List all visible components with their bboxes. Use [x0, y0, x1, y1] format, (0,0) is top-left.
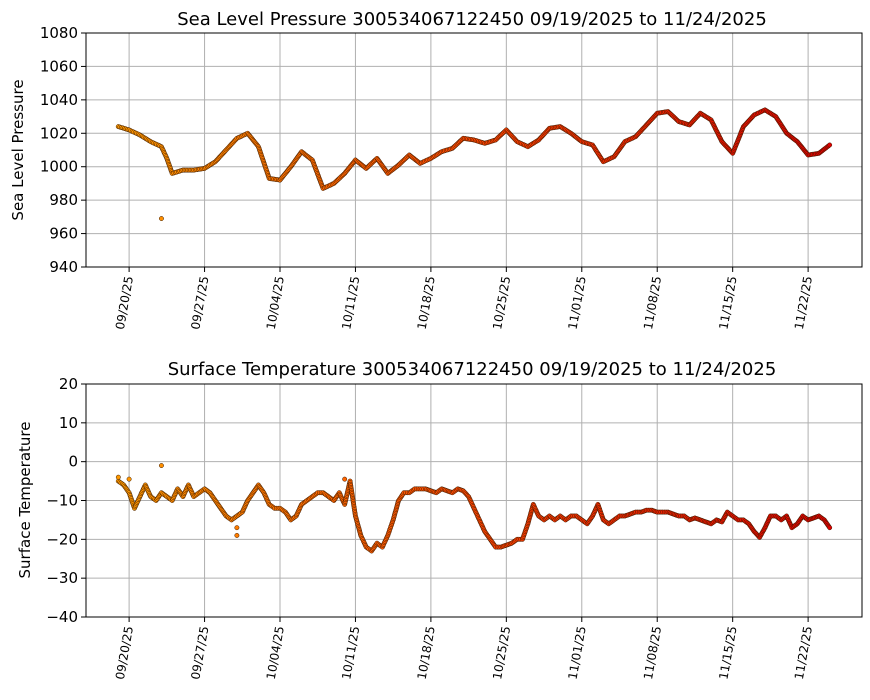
- temperature-y-tick-label: 10: [59, 414, 78, 432]
- temperature-y-ticks: −40 −30 −20 −10 0 10 20: [46, 375, 86, 626]
- temperature-outlier-point: [126, 476, 132, 482]
- pressure-y-tick-label: 1080: [40, 24, 78, 42]
- temperature-y-tick-label: −40: [46, 608, 78, 626]
- temperature-outlier-point: [342, 476, 348, 482]
- temperature-y-tick-label: 0: [68, 453, 78, 471]
- pressure-y-tick-label: 940: [49, 258, 78, 276]
- temperature-outlier-point: [234, 525, 240, 531]
- pressure-y-tick-label: 1040: [40, 91, 78, 109]
- pressure-y-tick-label: 1060: [40, 57, 78, 75]
- temperature-outlier-point: [234, 533, 240, 538]
- pressure-data-point: [827, 142, 833, 148]
- pressure-y-tick-label: 1020: [40, 124, 78, 142]
- temperature-data-point: [827, 525, 833, 531]
- temperature-points: [115, 463, 833, 554]
- pressure-y-tick-label: 1000: [40, 158, 78, 176]
- pressure-points: [115, 107, 833, 221]
- pressure-chart-title: Sea Level Pressure 300534067122450 09/19…: [177, 9, 767, 30]
- temperature-chart-title: Surface Temperature 300534067122450 09/1…: [168, 359, 777, 380]
- temperature-y-tick-label: 20: [59, 375, 78, 393]
- temperature-y-axis-label: Surface Temperature: [16, 422, 34, 579]
- temperature-outlier-point: [115, 474, 121, 480]
- temperature-outlier-point: [158, 463, 164, 468]
- pressure-y-tick-label: 980: [49, 191, 78, 209]
- pressure-y-axis-label: Sea Level Pressure: [9, 79, 27, 220]
- pressure-chart: Sea Level Pressure 300534067122450 09/19…: [9, 9, 863, 331]
- pressure-y-tick-label: 960: [49, 225, 78, 243]
- temperature-y-tick-label: −30: [46, 569, 78, 587]
- temperature-y-tick-label: −10: [46, 492, 78, 510]
- pressure-outlier-point: [158, 216, 164, 221]
- pressure-plot-frame: [85, 32, 863, 268]
- pressure-y-ticks: 940 960 980 1000 1020 1040 1060 1080: [40, 24, 86, 276]
- temperature-y-tick-label: −20: [46, 530, 78, 548]
